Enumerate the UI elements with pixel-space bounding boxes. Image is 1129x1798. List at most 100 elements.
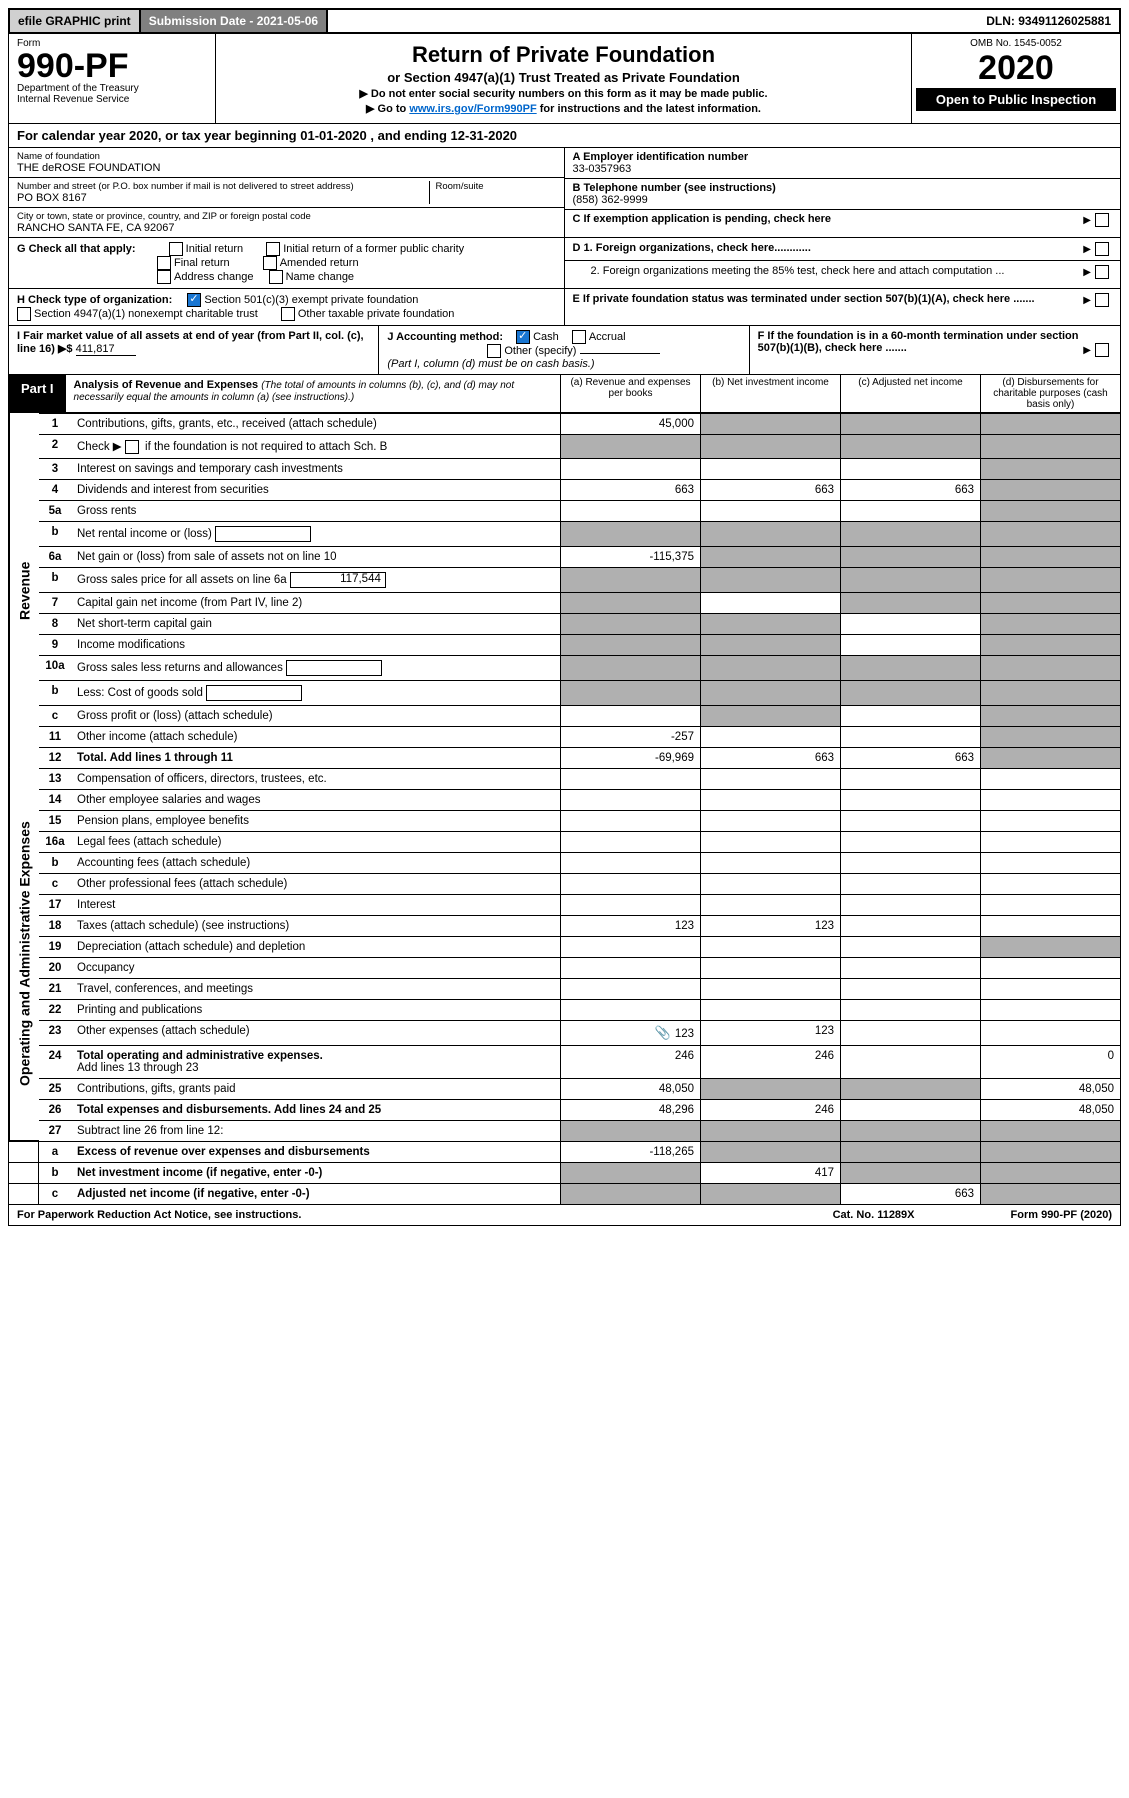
calendar-year-row: For calendar year 2020, or tax year begi… — [8, 124, 1121, 148]
line-24-d: 0 — [980, 1045, 1120, 1078]
line-5b-desc: Net rental income or (loss) — [71, 521, 560, 546]
line-num: 16a — [39, 831, 71, 852]
l10b-text: Less: Cost of goods sold — [77, 687, 203, 699]
line-1-d — [980, 413, 1120, 434]
line-10a-a — [560, 655, 700, 680]
initial-return-label: Initial return — [186, 243, 243, 255]
line-19-d — [980, 936, 1120, 957]
line-22-a — [560, 999, 700, 1020]
initial-former-checkbox[interactable] — [266, 242, 280, 256]
other-method-checkbox[interactable] — [487, 344, 501, 358]
schb-checkbox[interactable] — [125, 440, 139, 454]
address-change-label: Address change — [174, 271, 254, 283]
omb-number: OMB No. 1545-0052 — [916, 38, 1116, 49]
col-a-header: (a) Revenue and expenses per books — [560, 375, 700, 412]
final-return-checkbox[interactable] — [157, 256, 171, 270]
line-25-c — [840, 1078, 980, 1099]
line-num: c — [39, 873, 71, 894]
ein-value: 33-0357963 — [573, 163, 1113, 175]
line-10a-b — [700, 655, 840, 680]
line-num: 6a — [39, 546, 71, 567]
address-change-checkbox[interactable] — [157, 270, 171, 284]
d1-checkbox[interactable] — [1095, 242, 1109, 256]
line-26-a: 48,296 — [560, 1099, 700, 1120]
form-header: Form 990-PF Department of the Treasury I… — [8, 34, 1121, 124]
cal-end: 12-31-2020 — [451, 128, 518, 143]
line-9-a — [560, 634, 700, 655]
line-17-d — [980, 894, 1120, 915]
address-cell: Number and street (or P.O. box number if… — [9, 178, 564, 208]
line-15-b — [700, 810, 840, 831]
line-4-c: 663 — [840, 479, 980, 500]
line-14-a — [560, 789, 700, 810]
exemption-checkbox[interactable] — [1095, 213, 1109, 227]
other-taxable-checkbox[interactable] — [281, 307, 295, 321]
initial-return-checkbox[interactable] — [169, 242, 183, 256]
attachment-icon[interactable]: 📎 — [655, 1025, 671, 1041]
line-26-b: 246 — [700, 1099, 840, 1120]
initial-former-label: Initial return of a former public charit… — [283, 243, 464, 255]
j-note: (Part I, column (d) must be on cash basi… — [387, 358, 594, 370]
form990pf-link[interactable]: www.irs.gov/Form990PF — [409, 103, 536, 115]
line-18-a: 123 — [560, 915, 700, 936]
line-num: 18 — [39, 915, 71, 936]
line-10c-d — [980, 705, 1120, 726]
ijf-row: I Fair market value of all assets at end… — [8, 326, 1121, 375]
line-3-c — [840, 458, 980, 479]
4947-checkbox[interactable] — [17, 307, 31, 321]
line-12-c: 663 — [840, 747, 980, 768]
foundation-info: Name of foundation THE deROSE FOUNDATION… — [8, 148, 1121, 238]
cash-label: Cash — [533, 331, 559, 343]
amended-return-checkbox[interactable] — [263, 256, 277, 270]
line-17-c — [840, 894, 980, 915]
line-19-desc: Depreciation (attach schedule) and deple… — [71, 936, 560, 957]
line-1-b — [700, 413, 840, 434]
e-checkbox[interactable] — [1095, 293, 1109, 307]
501c3-checkbox[interactable] — [187, 293, 201, 307]
line-8-b — [700, 613, 840, 634]
submission-date: Submission Date - 2021-05-06 — [141, 10, 328, 32]
dept-treasury: Department of the Treasury — [17, 83, 207, 94]
501c3-label: Section 501(c)(3) exempt private foundat… — [204, 294, 418, 306]
name-change-checkbox[interactable] — [269, 270, 283, 284]
line-num: 22 — [39, 999, 71, 1020]
line-24-desc: Total operating and administrative expen… — [71, 1045, 560, 1078]
line-26-d: 48,050 — [980, 1099, 1120, 1120]
f-checkbox[interactable] — [1095, 343, 1109, 357]
cash-checkbox[interactable] — [516, 330, 530, 344]
accrual-checkbox[interactable] — [572, 330, 586, 344]
instr-post: for instructions and the latest informat… — [540, 103, 761, 115]
part1-header: Part I Analysis of Revenue and Expenses … — [8, 375, 1121, 413]
l2-pre: Check ▶ — [77, 441, 125, 453]
blank-section — [9, 1162, 39, 1183]
blank-section — [9, 1183, 39, 1204]
line-num: 1 — [39, 413, 71, 434]
name-label: Name of foundation — [17, 151, 556, 162]
check-g-d-row: G Check all that apply: Initial return I… — [8, 238, 1121, 289]
line-4-desc: Dividends and interest from securities — [71, 479, 560, 500]
line-18-c — [840, 915, 980, 936]
line-16a-desc: Legal fees (attach schedule) — [71, 831, 560, 852]
d2-checkbox[interactable] — [1095, 265, 1109, 279]
line-16b-desc: Accounting fees (attach schedule) — [71, 852, 560, 873]
line-21-c — [840, 978, 980, 999]
line-26-c — [840, 1099, 980, 1120]
name-change-label: Name change — [286, 271, 355, 283]
city-label: City or town, state or province, country… — [17, 211, 556, 222]
efile-print-button[interactable]: efile GRAPHIC print — [10, 10, 141, 32]
line-2-b — [700, 434, 840, 458]
e-label: E If private foundation status was termi… — [573, 293, 1035, 307]
line-17-a — [560, 894, 700, 915]
line-num: b — [39, 680, 71, 705]
line-1-c — [840, 413, 980, 434]
l5b-box — [215, 526, 311, 542]
line-16c-b — [700, 873, 840, 894]
d2-row: 2. Foreign organizations meeting the 85%… — [565, 261, 1121, 283]
tax-year: 2020 — [916, 49, 1116, 88]
line-18-d — [980, 915, 1120, 936]
l24-text2: Add lines 13 through 23 — [77, 1062, 198, 1074]
phone-value: (858) 362-9999 — [573, 194, 1113, 206]
f-label: F If the foundation is in a 60-month ter… — [758, 330, 1084, 370]
h-label: H Check type of organization: — [17, 294, 172, 306]
footer-paperwork: For Paperwork Reduction Act Notice, see … — [9, 1205, 309, 1225]
